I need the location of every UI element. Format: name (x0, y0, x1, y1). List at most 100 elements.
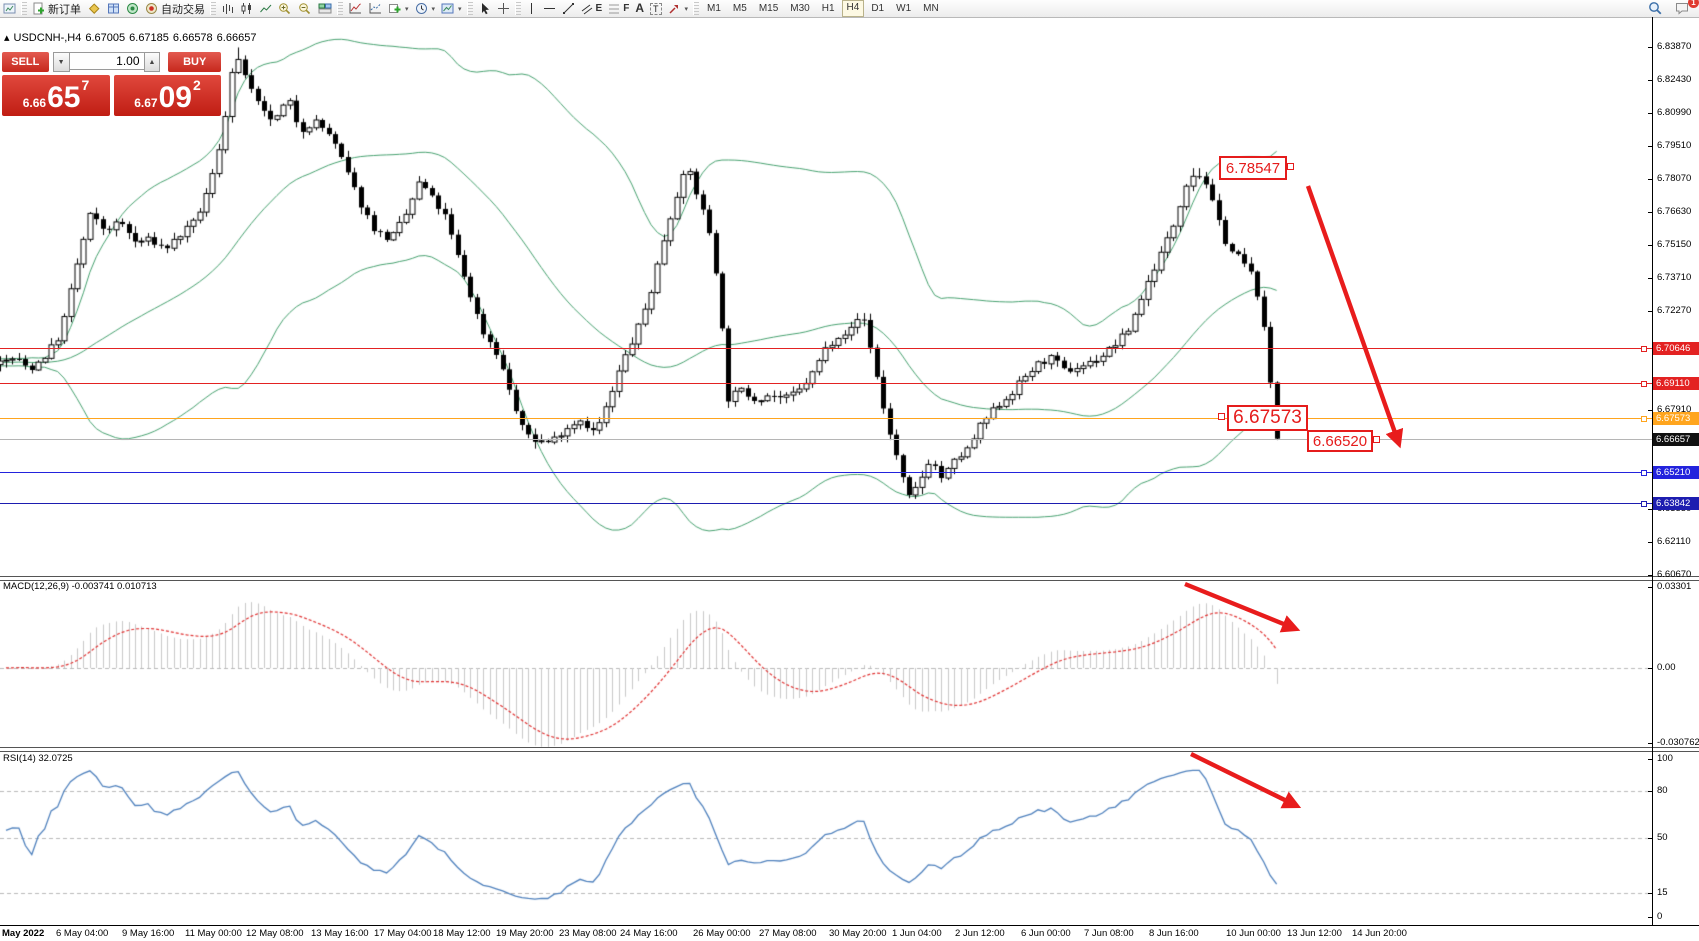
ask-pip: 2 (192, 77, 201, 93)
objects-icon[interactable] (365, 1, 385, 16)
navigator-icon[interactable] (123, 1, 142, 16)
zoom-in-icon[interactable] (275, 1, 295, 16)
toolbar-grip (466, 2, 473, 15)
timeframe-m5[interactable]: M5 (732, 3, 747, 14)
horizontal-level-line[interactable] (0, 383, 1652, 384)
horizontal-level-line[interactable] (0, 472, 1652, 473)
notifications-button[interactable]: 1 (1672, 0, 1699, 16)
horizontal-level-line[interactable] (0, 503, 1652, 504)
axis-tick-mark (1648, 113, 1652, 114)
trendline-icon[interactable] (559, 1, 578, 16)
horizontal-level-line[interactable] (0, 439, 1652, 440)
crosshair-icon[interactable] (494, 1, 513, 16)
timeframe-mn[interactable]: MN (923, 3, 939, 14)
timeframe-h1[interactable]: H1 (821, 3, 835, 14)
channel-icon[interactable]: E (578, 1, 606, 16)
timeframe-w1[interactable]: W1 (896, 3, 912, 14)
horizontal-line-icon[interactable] (540, 1, 559, 16)
annotation-anchor (1373, 436, 1380, 443)
toolbar-grip (210, 2, 216, 15)
timeframe-m30[interactable]: M30 (790, 3, 810, 14)
market-watch-icon[interactable] (84, 1, 104, 16)
autotrading-button[interactable]: 自动交易 (142, 1, 208, 16)
level-price-label: 6.67573 (1653, 412, 1699, 425)
periods-dropdown[interactable]: ▾ (412, 1, 439, 16)
ask-price-box[interactable]: 6.67 09 2 (114, 75, 221, 116)
axis-tick-label: 100 (1657, 753, 1673, 764)
volume-increase-button[interactable]: ▲ (143, 52, 161, 72)
level-line-anchor (1641, 416, 1647, 422)
bid-price-box[interactable]: 6.66 65 7 (2, 75, 110, 116)
new-order-button[interactable]: 新订单 (29, 1, 84, 16)
text-icon[interactable]: A (632, 1, 647, 16)
horizontal-level-line[interactable] (0, 418, 1652, 419)
time-axis-label: 19 May 20:00 (496, 928, 554, 939)
macd-pane-canvas[interactable] (0, 580, 1652, 749)
toolbar-right-group: 1 (1645, 0, 1699, 16)
time-axis-label: 13 Jun 12:00 (1287, 928, 1342, 939)
chart-icon[interactable] (0, 1, 19, 16)
rsi-pane-canvas[interactable] (0, 751, 1652, 925)
level-price-label: 6.63842 (1653, 497, 1699, 510)
indicators-icon[interactable] (345, 1, 365, 16)
candlestick-chart-icon[interactable] (237, 1, 256, 16)
bar-chart-icon[interactable] (218, 1, 237, 16)
add-indicator-dropdown[interactable]: ▾ (385, 1, 412, 16)
rsi-label: RSI(14) 32.0725 (3, 753, 73, 764)
templates-dropdown[interactable]: ▾ (438, 1, 465, 16)
axis-tick-label: 6.82430 (1657, 74, 1692, 85)
annotation-anchor (1218, 413, 1225, 420)
pane-separator[interactable] (0, 576, 1699, 581)
volume-input[interactable] (69, 52, 144, 70)
time-axis-label: 18 May 12:00 (433, 928, 491, 939)
axis-tick-label: 6.62110 (1657, 536, 1691, 547)
vertical-line-icon[interactable] (523, 1, 540, 16)
axis-tick-label: 50 (1657, 832, 1668, 843)
notification-badge: 1 (1688, 0, 1699, 8)
axis-tick-label: 6.67910 (1657, 404, 1692, 415)
label-icon[interactable]: T (647, 1, 665, 16)
time-axis-label: 13 May 16:00 (311, 928, 369, 939)
axis-tick-label: -0.030762 (1657, 737, 1699, 748)
time-axis-label: 26 May 00:00 (693, 928, 751, 939)
horizontal-level-line[interactable] (0, 348, 1652, 349)
level-line-anchor (1641, 346, 1647, 352)
price-annotation[interactable]: 6.67573 (1227, 405, 1308, 431)
zoom-out-icon[interactable] (295, 1, 315, 16)
timeframe-h4[interactable]: H4 (841, 0, 865, 17)
timeframe-d1[interactable]: D1 (871, 3, 885, 14)
axis-tick-mark (1648, 743, 1652, 744)
bid-pip: 7 (81, 77, 90, 93)
data-window-icon[interactable] (104, 1, 123, 16)
level-line-anchor (1641, 470, 1647, 476)
axis-tick-label: 6.72270 (1657, 305, 1692, 316)
axis-tick-mark (1648, 146, 1652, 147)
ask-main: 09 (158, 81, 192, 114)
chat-bubble-icon (1676, 3, 1688, 15)
line-chart-icon[interactable] (256, 1, 275, 16)
toolbar-grip (337, 2, 343, 15)
buy-button[interactable]: BUY (168, 52, 222, 72)
axis-tick-mark (1648, 838, 1652, 839)
shapes-dropdown[interactable]: ▾ (665, 1, 692, 16)
tile-windows-icon[interactable] (315, 1, 335, 16)
axis-tick-mark (1648, 509, 1652, 510)
time-axis-label: 6 May 04:00 (56, 928, 109, 939)
axis-tick-label: 6.73710 (1657, 272, 1692, 283)
sell-button[interactable]: SELL (2, 52, 49, 72)
axis-tick-label: 6.79510 (1657, 140, 1692, 151)
search-icon[interactable] (1645, 1, 1666, 16)
pane-separator[interactable] (0, 747, 1699, 752)
price-annotation[interactable]: 6.78547 (1219, 156, 1287, 180)
axis-tick-label: 6.60670 (1657, 569, 1692, 580)
time-axis-label: 1 Jun 04:00 (892, 928, 942, 939)
price-annotation[interactable]: 6.66520 (1307, 430, 1373, 452)
toolbar-grip (693, 2, 700, 15)
timeframe-m15[interactable]: M15 (758, 3, 779, 14)
fibonacci-icon[interactable]: F (605, 1, 632, 16)
main-chart-canvas[interactable] (0, 17, 1652, 578)
timeframe-m1[interactable]: M1 (707, 3, 721, 14)
cursor-icon[interactable] (475, 1, 494, 16)
volume-decrease-button[interactable]: ▼ (52, 52, 70, 72)
axis-tick-mark (1648, 917, 1652, 918)
